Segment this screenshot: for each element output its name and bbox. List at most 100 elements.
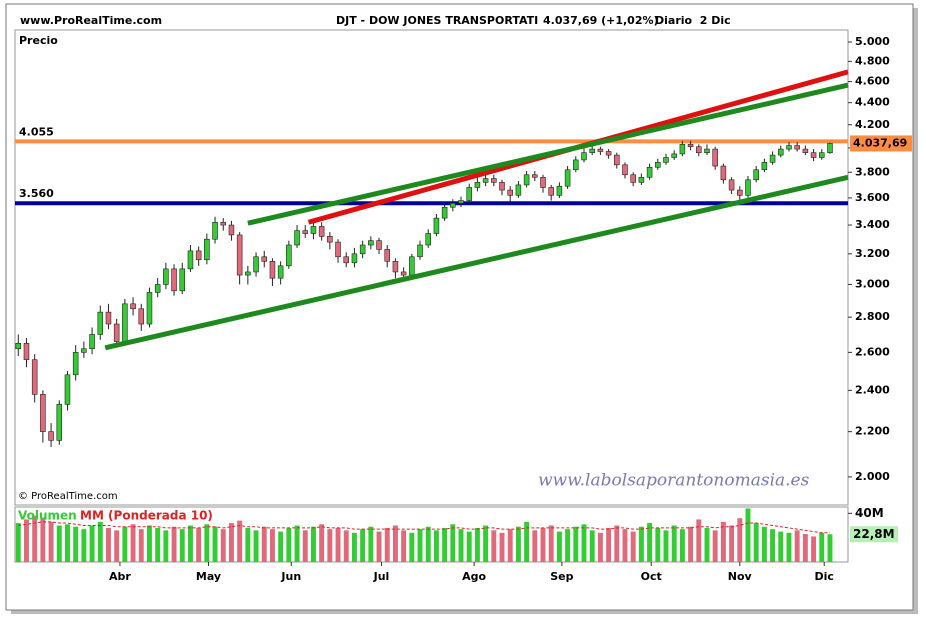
volume-bar bbox=[671, 525, 677, 562]
volume-bar bbox=[729, 525, 735, 562]
candle-body bbox=[277, 265, 284, 279]
volume-bar bbox=[196, 527, 202, 562]
y-tick-label: 2.000 bbox=[855, 470, 890, 483]
volume-bar bbox=[688, 526, 694, 562]
volume-bar bbox=[368, 526, 374, 562]
volume-bar bbox=[819, 532, 825, 562]
candle-body bbox=[622, 164, 628, 176]
volume-bar bbox=[106, 527, 111, 562]
level-label: 4.055 bbox=[19, 125, 54, 138]
candle-body bbox=[392, 260, 399, 273]
volume-bar bbox=[171, 526, 177, 562]
volume-bar bbox=[24, 519, 29, 562]
volume-bar bbox=[589, 530, 595, 562]
x-tick-label: Sep bbox=[550, 570, 573, 583]
volume-bar bbox=[811, 536, 817, 562]
volume-bar bbox=[474, 527, 480, 562]
candle-body bbox=[564, 169, 571, 187]
candle-body bbox=[819, 152, 825, 158]
candle-body bbox=[204, 238, 210, 261]
candle-body bbox=[417, 244, 423, 258]
volume-bar bbox=[228, 523, 234, 562]
candle-body bbox=[318, 226, 325, 237]
candle-body bbox=[532, 174, 538, 178]
volume-bar bbox=[679, 529, 685, 562]
candle-body bbox=[679, 144, 686, 155]
volume-bar bbox=[212, 526, 218, 562]
volume-bar bbox=[15, 523, 21, 562]
candle-body bbox=[253, 256, 259, 273]
candle-body bbox=[753, 169, 759, 181]
candle-body bbox=[696, 146, 702, 153]
candle-body bbox=[335, 241, 341, 258]
candle-body bbox=[491, 178, 497, 183]
volume-bar bbox=[565, 529, 571, 562]
volume-bar bbox=[147, 525, 152, 562]
volume-bar bbox=[827, 534, 833, 562]
volume-bar bbox=[48, 521, 54, 562]
x-tick-label: Nov bbox=[728, 570, 753, 583]
volume-bar bbox=[507, 529, 513, 562]
volume-bar bbox=[794, 530, 800, 562]
candle-body bbox=[31, 359, 38, 395]
candle-body bbox=[187, 250, 194, 270]
volume-bar bbox=[294, 525, 300, 562]
volume-bar bbox=[179, 529, 185, 562]
candle-body bbox=[794, 145, 800, 150]
y-tick-label: 3.600 bbox=[855, 191, 890, 204]
volume-bar bbox=[770, 529, 776, 562]
volume-bar bbox=[417, 529, 423, 562]
candle-body bbox=[400, 271, 407, 276]
candle-body bbox=[827, 143, 833, 153]
volume-bar bbox=[581, 524, 587, 562]
volume-bar bbox=[376, 531, 382, 562]
x-tick-label: Dic bbox=[815, 570, 834, 583]
volume-bar bbox=[524, 521, 530, 562]
symbol: DJT - DOW JONES TRANSPORTATI bbox=[336, 14, 538, 27]
candle-body bbox=[64, 374, 71, 405]
candle-body bbox=[122, 303, 128, 342]
candle-body bbox=[376, 240, 382, 250]
candle-body bbox=[302, 230, 308, 234]
y-tick-label: 3.400 bbox=[855, 218, 890, 231]
x-tick-label: Jul bbox=[373, 570, 390, 583]
y-tick-label: 2.600 bbox=[855, 345, 890, 358]
volume-bar bbox=[351, 532, 357, 562]
candle-body bbox=[212, 221, 218, 240]
volume-bar bbox=[237, 520, 243, 562]
moving-average bbox=[18, 521, 830, 534]
volume-bar bbox=[65, 524, 70, 562]
candle-body bbox=[663, 157, 669, 163]
candle-body bbox=[810, 152, 817, 158]
copyright: © ProRealTime.com bbox=[18, 491, 118, 502]
candle-body bbox=[450, 202, 456, 208]
volume-bar bbox=[532, 530, 538, 562]
candle-body bbox=[113, 323, 120, 342]
candle-body bbox=[97, 311, 104, 335]
candle-body bbox=[72, 352, 79, 376]
candle-body bbox=[236, 234, 243, 276]
volume-bar bbox=[138, 529, 144, 562]
volume-bar bbox=[81, 529, 87, 562]
candle-body bbox=[540, 176, 546, 188]
volume-bar bbox=[327, 529, 333, 562]
volume-bar bbox=[712, 530, 718, 562]
candle-body bbox=[228, 224, 235, 236]
y-tick-label: 40M bbox=[855, 506, 884, 520]
y-tick-label: 4.200 bbox=[855, 118, 890, 131]
price-panel bbox=[14, 29, 849, 506]
candle-body bbox=[89, 334, 95, 350]
candle-body bbox=[605, 151, 612, 156]
volume-bar bbox=[753, 523, 759, 562]
candle-body bbox=[327, 236, 333, 243]
candle-body bbox=[433, 217, 440, 234]
volume-bar bbox=[360, 529, 366, 562]
volume-bar bbox=[286, 527, 292, 562]
candle-body bbox=[728, 179, 735, 191]
legend-volume: Volumen bbox=[18, 509, 77, 523]
candle-body bbox=[704, 148, 710, 153]
trend-line bbox=[247, 82, 849, 226]
candle-body bbox=[614, 154, 620, 166]
volume-bar bbox=[319, 524, 325, 562]
candle-body bbox=[269, 260, 276, 279]
